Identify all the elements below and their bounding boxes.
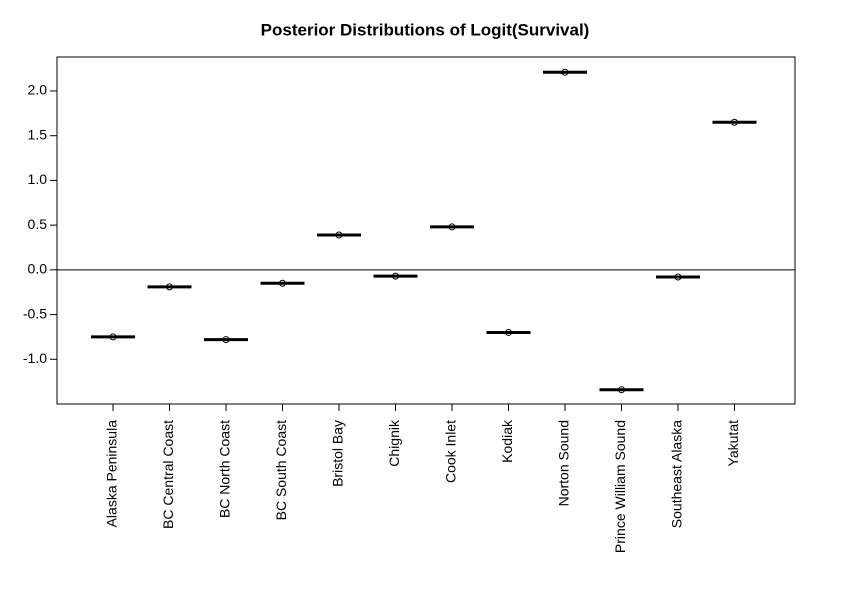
- y-tick-label: 0.0: [28, 261, 48, 277]
- x-tick-label: BC South Coast: [273, 420, 289, 520]
- y-tick-label: 1.0: [28, 171, 48, 187]
- x-tick-label: Cook Inlet: [443, 420, 459, 483]
- x-tick-label: Yakutat: [725, 420, 741, 467]
- y-tick-label: -0.5: [23, 305, 47, 321]
- x-tick-label: Southeast Alaska: [669, 420, 685, 528]
- point: [618, 386, 625, 394]
- y-tick-label: -1.0: [23, 350, 47, 366]
- x-tick-label: Bristol Bay: [330, 420, 346, 487]
- x-tick-label: Chignik: [386, 419, 402, 467]
- point: [392, 272, 399, 280]
- x-tick-label: Alaska Peninsula: [104, 420, 120, 528]
- x-tick-label: BC Central Coast: [160, 420, 176, 529]
- y-tick-label: 2.0: [28, 82, 48, 98]
- point: [505, 328, 512, 336]
- x-tick-label: Kodiak: [499, 419, 515, 463]
- point: [279, 279, 286, 287]
- point: [335, 231, 343, 239]
- y-tick-label: 0.5: [28, 216, 48, 232]
- point: [448, 223, 456, 231]
- point: [731, 118, 738, 126]
- point: [561, 68, 569, 76]
- x-tick-label: Prince William Sound: [612, 420, 628, 553]
- point: [222, 336, 230, 344]
- point: [166, 283, 173, 291]
- x-tick-label: Norton Sound: [556, 420, 572, 506]
- chart-title: Posterior Distributions of Logit(Surviva…: [261, 20, 590, 39]
- plot-frame: [56, 56, 796, 405]
- x-tick-label: BC North Coast: [217, 420, 233, 518]
- point: [109, 333, 117, 341]
- y-tick-label: 1.5: [28, 126, 48, 142]
- point: [674, 273, 682, 281]
